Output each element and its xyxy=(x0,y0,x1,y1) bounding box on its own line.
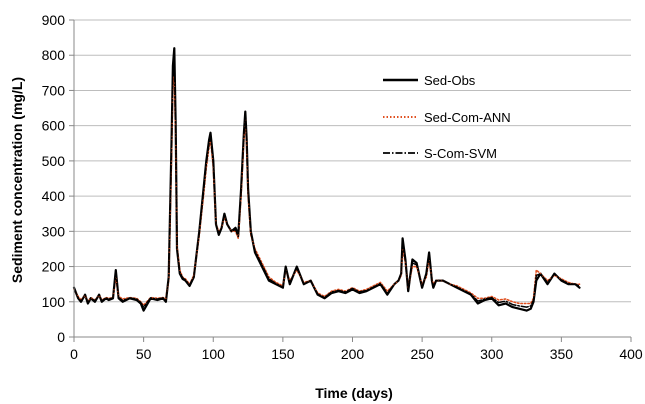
series-line-sed-obs xyxy=(72,47,581,312)
y-tick-label-1: 100 xyxy=(42,294,66,310)
x-tick-label-4: 200 xyxy=(341,346,365,362)
y-tick-label-4: 400 xyxy=(42,188,66,204)
x-tick-label-5: 250 xyxy=(410,346,434,362)
y-tick-label-7: 700 xyxy=(42,82,66,98)
y-tick-label-9: 900 xyxy=(42,12,66,28)
x-tick-label-8: 400 xyxy=(619,346,643,362)
legend-label-2: S-Com-SVM xyxy=(424,146,497,161)
x-tick-labels: 0 50 100 150 200 250 300 350 400 xyxy=(70,346,643,362)
x-tick-label-1: 50 xyxy=(136,346,152,362)
axes xyxy=(69,19,632,342)
y-tick-label-8: 800 xyxy=(42,47,66,63)
y-axis-title: Sediment concentration (mg/L) xyxy=(9,77,25,283)
legend-label-1: Sed-Com-ANN xyxy=(424,110,511,125)
y-tick-label-6: 600 xyxy=(42,118,66,134)
legend-label-0: Sed-Obs xyxy=(424,73,476,88)
x-tick-label-6: 300 xyxy=(480,346,504,362)
series-line-s-com-svm xyxy=(73,54,581,308)
x-tick-label-3: 150 xyxy=(271,346,295,362)
x-tick-label-2: 100 xyxy=(202,346,226,362)
y-tick-labels: 0 100 200 300 400 500 600 700 800 900 xyxy=(42,12,66,345)
x-tick-label-0: 0 xyxy=(70,346,78,362)
x-tick-label-7: 350 xyxy=(550,346,574,362)
grid-lines xyxy=(74,19,631,303)
x-axis-title: Time (days) xyxy=(315,385,393,401)
y-tick-label-5: 500 xyxy=(42,153,66,169)
y-tick-label-2: 200 xyxy=(42,259,66,275)
series-lines xyxy=(72,47,581,312)
y-tick-label-0: 0 xyxy=(57,329,65,345)
y-tick-label-3: 300 xyxy=(42,223,66,239)
legend: Sed-Obs Sed-Com-ANN S-Com-SVM xyxy=(383,73,511,161)
